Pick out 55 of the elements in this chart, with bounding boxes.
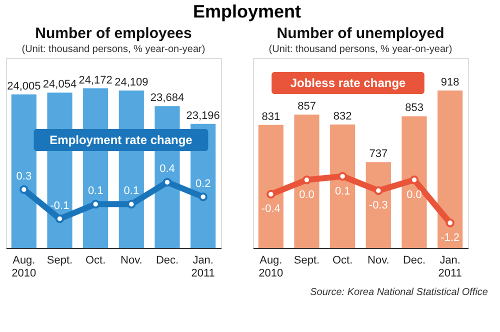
x-tick-label: Jan. 2011 bbox=[438, 254, 462, 280]
point bbox=[374, 186, 383, 195]
data-label: -1.2 bbox=[440, 232, 460, 244]
point bbox=[55, 214, 64, 224]
point bbox=[410, 176, 419, 184]
source-note: Source: Korea National Statistical Office bbox=[310, 287, 488, 298]
data-label: 737 bbox=[369, 148, 388, 160]
x-tick-label: Jan. 2011 bbox=[191, 254, 215, 280]
data-label: 24,109 bbox=[114, 76, 148, 89]
x-tick-label: Dec. bbox=[156, 254, 179, 266]
data-label: 0.1 bbox=[334, 185, 350, 198]
x-tick-label: Nov. bbox=[368, 254, 390, 266]
point bbox=[446, 218, 454, 228]
point bbox=[127, 200, 136, 208]
data-label: 23,684 bbox=[150, 92, 184, 104]
point bbox=[91, 200, 100, 208]
data-label: 0.1 bbox=[88, 185, 104, 198]
data-label: 24,172 bbox=[78, 74, 112, 86]
data-label: 853 bbox=[405, 102, 424, 114]
chart-subtitle: (Unit: thousand persons, % year-on-year) bbox=[268, 44, 452, 55]
x-tick-label: Aug. 2010 bbox=[258, 254, 284, 280]
point bbox=[266, 190, 276, 199]
x-tick-label: Nov. bbox=[120, 254, 142, 266]
data-label: 832 bbox=[333, 110, 352, 122]
data-label: 857 bbox=[298, 100, 316, 113]
point bbox=[20, 185, 28, 194]
data-label: -0.4 bbox=[261, 203, 280, 216]
data-label: 23,196 bbox=[186, 110, 220, 122]
x-tick-label: Sept. bbox=[46, 254, 73, 266]
point bbox=[338, 172, 347, 181]
data-label: 0.1 bbox=[124, 185, 140, 198]
data-label: 0.0 bbox=[299, 188, 314, 201]
x-tick-label: Oct. bbox=[85, 254, 106, 266]
point bbox=[162, 178, 172, 187]
data-label: 24,005 bbox=[7, 80, 41, 92]
text: Jobless rate change bbox=[290, 76, 406, 90]
data-label: 0.2 bbox=[195, 178, 211, 190]
data-label: 0.0 bbox=[406, 188, 422, 201]
point bbox=[198, 192, 208, 202]
text: Employment rate change bbox=[50, 133, 193, 147]
x-tick-label: Dec. bbox=[402, 254, 426, 266]
text: Employment bbox=[192, 2, 302, 22]
data-label: 0.4 bbox=[160, 163, 175, 176]
chart-title: Number of employees bbox=[35, 25, 192, 42]
data-label: 24,054 bbox=[42, 78, 77, 91]
data-label: 831 bbox=[262, 110, 280, 123]
x-tick-label: Sept. bbox=[294, 254, 320, 266]
x-tick-label: Oct. bbox=[332, 254, 353, 266]
data-label: 918 bbox=[440, 76, 460, 88]
data-label: -0.3 bbox=[368, 200, 388, 212]
x-tick-label: Aug. 2010 bbox=[12, 254, 36, 280]
chart-title: Number of unemployed bbox=[276, 25, 444, 42]
data-label: -0.1 bbox=[50, 200, 70, 212]
chart-subtitle: (Unit: thousand persons, % year-on-year) bbox=[22, 44, 206, 55]
data-label: 0.3 bbox=[16, 170, 32, 183]
